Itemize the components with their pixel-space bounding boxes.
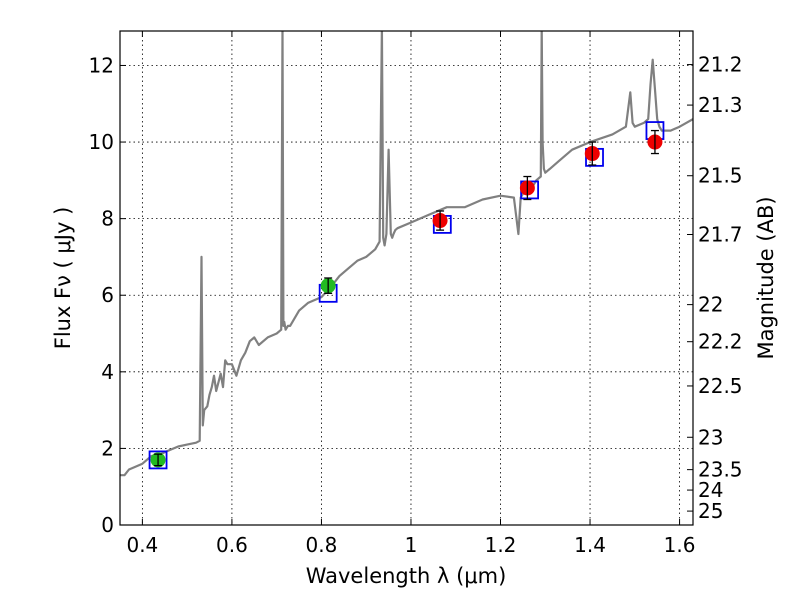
y-tick-label: 0 bbox=[101, 513, 114, 537]
photometry-series bbox=[150, 129, 663, 468]
x-tick-label: 1 bbox=[405, 533, 418, 557]
mag-tick-label: 23.5 bbox=[698, 458, 743, 482]
x-axis-title: Wavelength λ (μm) bbox=[306, 564, 507, 588]
mag-tick-label: 24 bbox=[698, 478, 723, 502]
y-tick-label: 6 bbox=[101, 283, 114, 307]
mag-tick-label: 22.5 bbox=[698, 374, 743, 398]
mag-tick-label: 21.5 bbox=[698, 164, 743, 188]
spectrum-series bbox=[120, 31, 693, 477]
mag-tick-label: 21.3 bbox=[698, 93, 743, 117]
model-box bbox=[148, 450, 168, 470]
mag-tick-label: 22 bbox=[698, 293, 723, 317]
grid-lines bbox=[120, 31, 693, 526]
x-tick-label: 1.2 bbox=[485, 533, 517, 557]
y-tick-label: 8 bbox=[101, 207, 114, 231]
x-tick-label: 0.6 bbox=[216, 533, 248, 557]
y2-axis-title: Magnitude (AB) bbox=[754, 196, 778, 359]
y-tick-label: 4 bbox=[101, 360, 114, 384]
y-tick-label: 2 bbox=[101, 436, 114, 460]
y-tick-label: 10 bbox=[89, 130, 114, 154]
mag-tick-label: 21.2 bbox=[698, 53, 743, 77]
mag-tick-label: 23 bbox=[698, 425, 723, 449]
y-tick-label: 12 bbox=[89, 53, 114, 77]
model-box-series bbox=[148, 121, 665, 470]
y-axis-title: Flux Fν ( μJy ) bbox=[51, 207, 75, 350]
spectrum-line bbox=[120, 31, 693, 477]
x-tick-label: 0.8 bbox=[306, 533, 338, 557]
mag-tick-label: 25 bbox=[698, 499, 723, 523]
mag-tick-label: 22.2 bbox=[698, 330, 743, 354]
x-tick-label: 0.4 bbox=[126, 533, 158, 557]
x-tick-label: 1.6 bbox=[664, 533, 696, 557]
plot-frame bbox=[119, 30, 694, 526]
x-tick-label: 1.4 bbox=[574, 533, 606, 557]
mag-tick-label: 21.7 bbox=[698, 222, 743, 246]
